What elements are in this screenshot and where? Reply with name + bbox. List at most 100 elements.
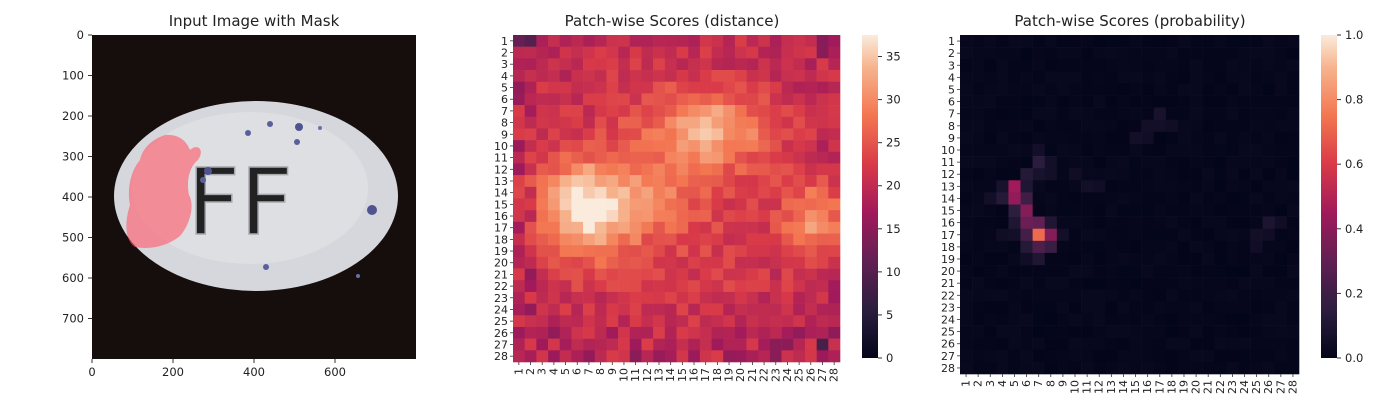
heatmap-cell	[1081, 180, 1094, 193]
heatmap-cell	[1214, 228, 1227, 242]
heatmap-cell	[1262, 192, 1276, 205]
heatmap-cell	[746, 268, 759, 281]
heatmap-cell	[781, 46, 794, 59]
heatmap-cell	[641, 338, 654, 351]
heatmap-cell	[536, 326, 549, 339]
heatmap-cell	[1008, 59, 1021, 72]
heatmap-cell	[1250, 265, 1263, 278]
heatmap-cell	[1153, 168, 1167, 181]
heatmap-cell	[711, 105, 724, 118]
heatmap-cell	[1190, 168, 1203, 181]
heatmap-cell	[793, 338, 806, 351]
heatmap-cell	[769, 326, 782, 339]
heatmap-cell	[1068, 240, 1082, 254]
heatmap-cell	[559, 350, 572, 363]
y-tick-label: 22	[941, 289, 955, 302]
heatmap-cell	[1105, 265, 1118, 278]
heatmap-cell	[594, 198, 607, 211]
heatmap-cell	[688, 303, 701, 316]
heatmap-cell	[513, 338, 525, 351]
heatmap-cell	[828, 303, 841, 316]
heatmap-cell	[1129, 289, 1142, 302]
heatmap-cell	[769, 105, 782, 118]
x-tick-label: 7	[1032, 380, 1045, 387]
heatmap-cell	[734, 46, 747, 59]
heatmap-cell	[746, 35, 759, 47]
heatmap-cell	[1226, 180, 1239, 193]
heatmap-cell	[816, 198, 829, 211]
heatmap-cell	[513, 81, 525, 94]
heatmap-cell	[828, 233, 841, 246]
colorbar-tick-label: 0	[886, 351, 893, 365]
heatmap-cell	[653, 338, 666, 351]
heatmap-cell	[723, 268, 736, 281]
heatmap-cell	[676, 175, 689, 188]
heatmap-cell	[676, 35, 689, 47]
heatmap-cell	[1056, 228, 1070, 242]
y-tick-label: 7	[501, 105, 508, 118]
heatmap-cell	[629, 46, 642, 59]
heatmap-cell	[618, 338, 631, 351]
speck	[245, 130, 251, 136]
heatmap-cell	[641, 140, 654, 153]
heatmap-cell	[536, 350, 549, 363]
heatmap-cell	[571, 198, 584, 211]
heatmap-cell	[1093, 59, 1106, 72]
heatmap-cell	[1129, 35, 1142, 48]
heatmap-cell	[583, 58, 596, 71]
heatmap-cell	[816, 128, 829, 141]
x-tick-label: 0	[88, 365, 95, 379]
heatmap-cell	[513, 221, 525, 234]
heatmap-cell	[960, 180, 973, 193]
heatmap-cell	[1081, 192, 1094, 205]
heatmap-cell	[996, 361, 1009, 375]
heatmap-cell	[1129, 143, 1142, 157]
heatmap-cell	[699, 35, 712, 47]
heatmap-cell	[996, 337, 1009, 351]
heatmap-cell	[1117, 143, 1130, 157]
heatmap-cell	[1274, 131, 1288, 145]
heatmap-cell	[828, 350, 841, 363]
heatmap-cell	[1165, 349, 1179, 363]
heatmap-cell	[758, 221, 771, 234]
heatmap-cell	[734, 326, 747, 339]
heatmap-cell	[804, 233, 817, 246]
heatmap-cell	[1093, 156, 1106, 169]
heatmap-cell	[1165, 192, 1179, 205]
heatmap-cell	[1081, 131, 1094, 145]
heatmap-cell	[583, 151, 596, 164]
heatmap-cell	[618, 105, 631, 118]
heatmap-cell	[769, 291, 782, 304]
heatmap-cell	[1262, 35, 1276, 48]
heatmap-cell	[1141, 107, 1155, 121]
heatmap-cell	[828, 116, 841, 129]
heatmap-cell	[1032, 107, 1046, 121]
heatmap-cell	[1190, 240, 1203, 254]
heatmap-cell	[1202, 240, 1215, 254]
heatmap-cell	[664, 326, 677, 339]
heatmap-cell	[618, 291, 631, 304]
heatmap-cell	[816, 140, 829, 153]
heatmap-cell	[1202, 301, 1215, 314]
heatmap-cell	[606, 151, 619, 164]
heatmap-cell	[972, 95, 985, 108]
heatmap-cell	[1226, 349, 1239, 363]
x-tick-label: 23	[1226, 380, 1239, 394]
heatmap-cell	[1068, 216, 1082, 230]
heatmap-cell	[548, 70, 561, 83]
heatmap-cell	[1177, 265, 1191, 278]
heatmap-cell	[1105, 59, 1118, 72]
heatmap-cell	[583, 81, 596, 94]
heatmap-cell	[676, 186, 689, 199]
heatmap-cell	[1250, 143, 1263, 157]
heatmap-cell	[828, 186, 841, 199]
heatmap-cell	[1286, 168, 1300, 181]
heatmap-cell	[548, 81, 561, 94]
heatmap-cell	[1117, 337, 1130, 351]
heatmap-cell	[1250, 289, 1263, 302]
heatmap-cell	[804, 350, 817, 363]
heatmap-cell	[769, 46, 782, 59]
heatmap-cell	[676, 338, 689, 351]
heatmap-cell	[1068, 107, 1082, 121]
heatmap-cell	[1214, 47, 1227, 60]
